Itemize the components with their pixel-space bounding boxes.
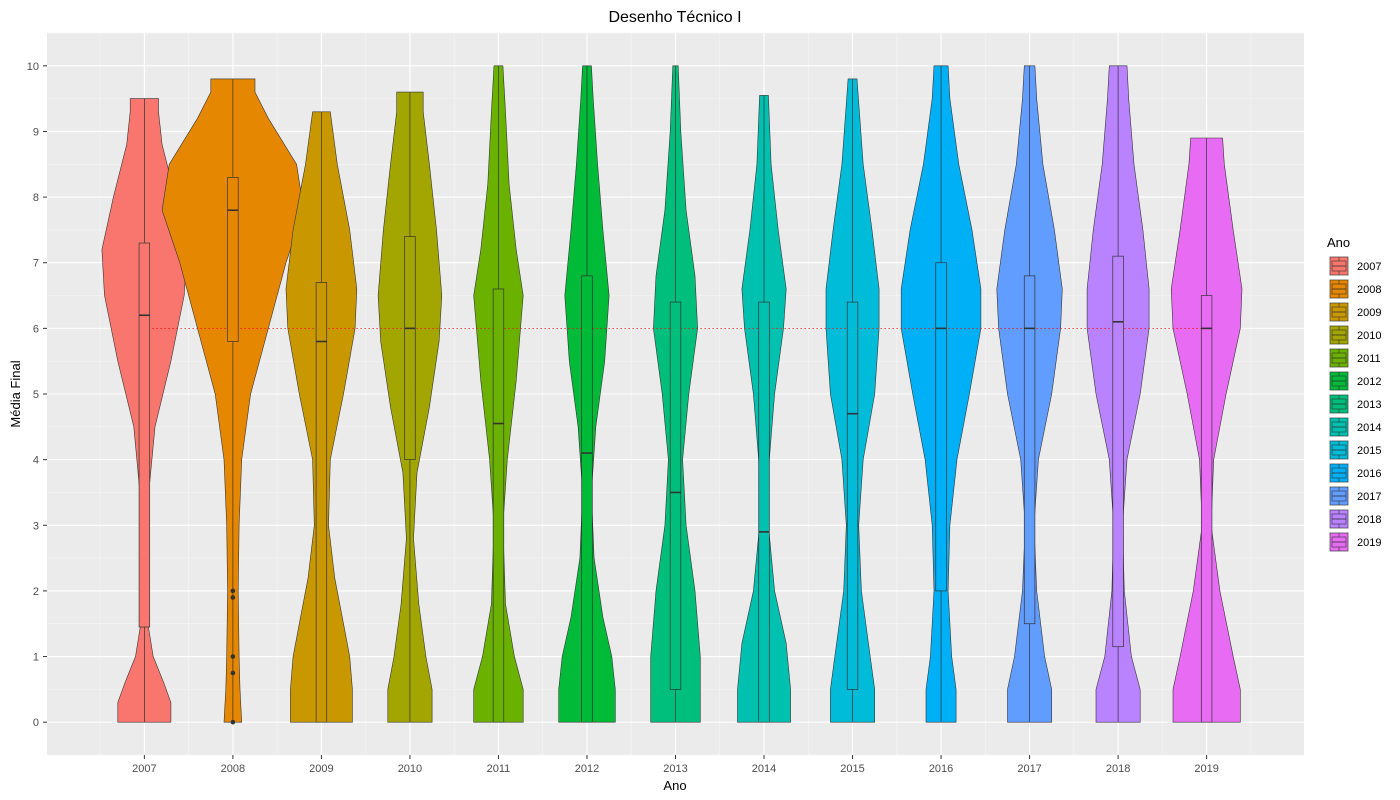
legend-label-2010: 2010 bbox=[1357, 330, 1381, 342]
box-2019 bbox=[1200, 295, 1213, 723]
box-2011 bbox=[492, 288, 505, 723]
box-2017 bbox=[1023, 275, 1036, 625]
y-tick-label: 2 bbox=[33, 586, 39, 598]
box-2018 bbox=[1112, 255, 1124, 648]
x-tick-label: 2016 bbox=[929, 763, 953, 775]
y-tick-label: 3 bbox=[33, 520, 39, 532]
x-axis-ticks: 2007 2008 2009 2010 2011 2012 2013 2014 2015 2016… bbox=[132, 755, 1219, 775]
x-tick-label: 2019 bbox=[1194, 763, 1218, 775]
y-tick-label: 10 bbox=[27, 61, 39, 73]
legend-label-2011: 2011 bbox=[1357, 353, 1381, 365]
legend-label-2017: 2017 bbox=[1357, 491, 1381, 503]
x-tick-label: 2018 bbox=[1106, 763, 1130, 775]
legend-label-2018: 2018 bbox=[1357, 514, 1381, 526]
outlier-point bbox=[230, 719, 236, 725]
x-tick-label: 2010 bbox=[398, 763, 422, 775]
legend-label-2013: 2013 bbox=[1357, 399, 1381, 411]
box-2013 bbox=[669, 301, 682, 690]
box-2007 bbox=[138, 242, 151, 628]
legend-label-2019: 2019 bbox=[1357, 537, 1381, 549]
y-tick-label: 0 bbox=[33, 717, 39, 729]
y-tick-label: 8 bbox=[33, 192, 39, 204]
legend: Ano 2007 2008 2009 2010 2011 2012 2013 2014 2015… bbox=[1327, 235, 1381, 552]
legend-label-2009: 2009 bbox=[1357, 307, 1381, 319]
y-tick-label: 6 bbox=[33, 323, 39, 335]
x-tick-label: 2009 bbox=[309, 763, 333, 775]
x-tick-label: 2014 bbox=[752, 763, 776, 775]
box-2012 bbox=[581, 275, 593, 723]
boxplots bbox=[138, 65, 1213, 725]
y-tick-label: 9 bbox=[33, 126, 39, 138]
x-tick-label: 2012 bbox=[575, 763, 599, 775]
legend-label-2008: 2008 bbox=[1357, 284, 1381, 296]
box-2016 bbox=[935, 262, 947, 592]
x-tick-label: 2011 bbox=[487, 763, 511, 775]
outlier-point bbox=[230, 595, 236, 600]
legend-title: Ano bbox=[1327, 235, 1350, 250]
legend-label-2012: 2012 bbox=[1357, 376, 1381, 388]
x-tick-label: 2015 bbox=[840, 763, 864, 775]
outlier-point bbox=[230, 654, 236, 659]
outlier-point bbox=[230, 670, 236, 676]
box-2010 bbox=[404, 236, 416, 460]
y-tick-label: 4 bbox=[33, 455, 39, 467]
y-axis-title: Média Final bbox=[8, 360, 23, 427]
x-tick-label: 2007 bbox=[132, 763, 156, 775]
x-tick-label: 2008 bbox=[221, 763, 245, 775]
y-tick-label: 5 bbox=[33, 389, 39, 401]
legend-label-2007: 2007 bbox=[1357, 261, 1381, 273]
outlier-point bbox=[230, 588, 236, 594]
box-2008 bbox=[227, 177, 239, 342]
y-axis-ticks: 0 1 2 3 4 5 6 7 8 9 10 bbox=[27, 61, 47, 729]
legend-label-2016: 2016 bbox=[1357, 468, 1381, 480]
x-tick-label: 2013 bbox=[663, 763, 687, 775]
box-2015 bbox=[846, 301, 859, 690]
x-axis-title: Ano bbox=[663, 778, 686, 793]
chart-title: Desenho Técnico I bbox=[608, 9, 741, 26]
legend-items: 2007 2008 2009 2010 2011 2012 2013 2014 2015 2016… bbox=[1329, 256, 1381, 552]
box-2014 bbox=[758, 301, 770, 723]
y-tick-label: 1 bbox=[33, 652, 39, 664]
y-tick-label: 7 bbox=[33, 258, 39, 270]
x-tick-label: 2017 bbox=[1017, 763, 1041, 775]
legend-label-2015: 2015 bbox=[1357, 445, 1381, 457]
legend-label-2014: 2014 bbox=[1357, 422, 1381, 434]
box-2009 bbox=[315, 282, 328, 723]
